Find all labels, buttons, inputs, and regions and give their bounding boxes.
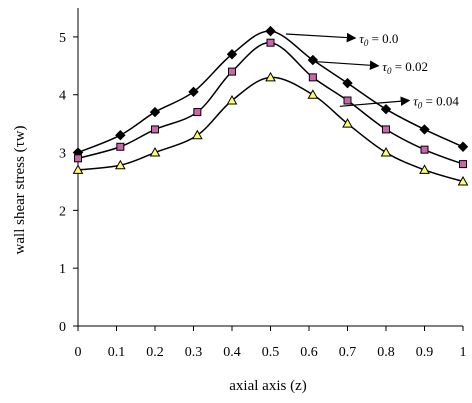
data-point-triangle	[265, 71, 276, 82]
annotation-value: = 0.02	[391, 59, 428, 74]
annotation-symbol: τ	[382, 59, 388, 74]
series-layer	[72, 25, 469, 186]
x-tick-label: 0.7	[339, 345, 357, 360]
annotation-arrow	[339, 96, 411, 107]
x-tick-label: 0	[75, 345, 82, 360]
data-point-diamond	[265, 25, 276, 37]
data-point-triangle	[380, 147, 392, 157]
data-point-square	[74, 154, 82, 163]
data-point-diamond	[115, 129, 126, 141]
annotation-subscript: 0	[364, 38, 369, 48]
y-tick-label: 2	[59, 204, 66, 219]
annotation-label: τ0 = 0.0	[359, 31, 398, 48]
x-tick-label: 0.9	[416, 345, 434, 360]
annotation-subscript: 0	[418, 101, 423, 111]
annotation-arrow	[308, 60, 380, 71]
data-point-square	[193, 108, 202, 117]
data-point-square	[228, 67, 236, 76]
data-point-diamond	[188, 86, 199, 98]
annotation-0: τ0 = 0.0	[285, 31, 398, 48]
data-point-triangle	[226, 94, 238, 105]
data-point-triangle	[149, 147, 161, 157]
data-point-square	[266, 38, 275, 47]
annotation-symbol: τ	[359, 31, 365, 46]
data-point-square	[382, 125, 390, 134]
y-tick-label: 0	[59, 320, 66, 335]
data-point-diamond	[226, 49, 238, 60]
annotation-subscript: 0	[387, 66, 392, 76]
x-tick-label: 0.6	[300, 345, 318, 360]
x-tick-label: 0.8	[377, 345, 395, 360]
data-point-triangle	[114, 159, 126, 170]
annotation-value: = 0.0	[368, 31, 398, 46]
data-point-diamond	[419, 124, 430, 135]
data-point-square	[308, 73, 317, 82]
annotation-label: τ0 = 0.04	[413, 94, 459, 111]
series-0	[72, 25, 469, 158]
series-line	[77, 76, 464, 183]
data-point-triangle	[307, 89, 319, 99]
data-point-triangle	[191, 129, 203, 140]
series-2	[72, 71, 469, 186]
annotation-label: τ0 = 0.02	[382, 59, 428, 76]
annotation-symbol: τ	[413, 94, 419, 109]
data-point-square	[151, 125, 159, 134]
y-tick-label: 1	[59, 262, 66, 277]
x-tick-label: 0.4	[223, 345, 241, 360]
x-tick-label: 0.2	[146, 345, 164, 360]
series-line	[77, 30, 464, 154]
y-axis-label: wall shear stress (τw)	[12, 126, 28, 255]
x-axis: 0 0.1 0.2 0.3 0.4 0.5 0.6 0.7 0.8 0.9 1	[75, 325, 467, 360]
x-tick-label: 0.1	[108, 345, 126, 360]
data-point-square	[459, 160, 467, 169]
data-point-diamond	[307, 54, 319, 66]
data-point-triangle	[457, 175, 469, 186]
data-point-triangle	[419, 164, 430, 174]
annotation-2: τ0 = 0.04	[339, 94, 459, 111]
data-point-diamond	[457, 141, 469, 152]
x-tick-label: 0.5	[262, 345, 280, 360]
annotation-1: τ0 = 0.02	[308, 59, 428, 76]
data-point-square	[343, 96, 352, 105]
x-tick-label: 0.3	[185, 345, 203, 360]
x-axis-label: axial axis (z)	[229, 378, 306, 394]
data-point-diamond	[342, 77, 353, 89]
data-point-diamond	[149, 106, 161, 118]
x-tick-label: 1	[460, 345, 467, 360]
annotation-value: = 0.04	[422, 94, 459, 109]
y-tick-label: 4	[59, 89, 66, 104]
annotation-arrow	[285, 32, 357, 43]
data-point-square	[420, 145, 429, 154]
data-point-triangle	[342, 118, 353, 128]
data-point-diamond	[380, 103, 392, 115]
data-point-triangle	[72, 164, 84, 174]
series-1	[74, 38, 467, 169]
data-point-square	[116, 142, 125, 151]
y-tick-label: 5	[59, 31, 66, 46]
y-tick-label: 3	[59, 147, 66, 162]
